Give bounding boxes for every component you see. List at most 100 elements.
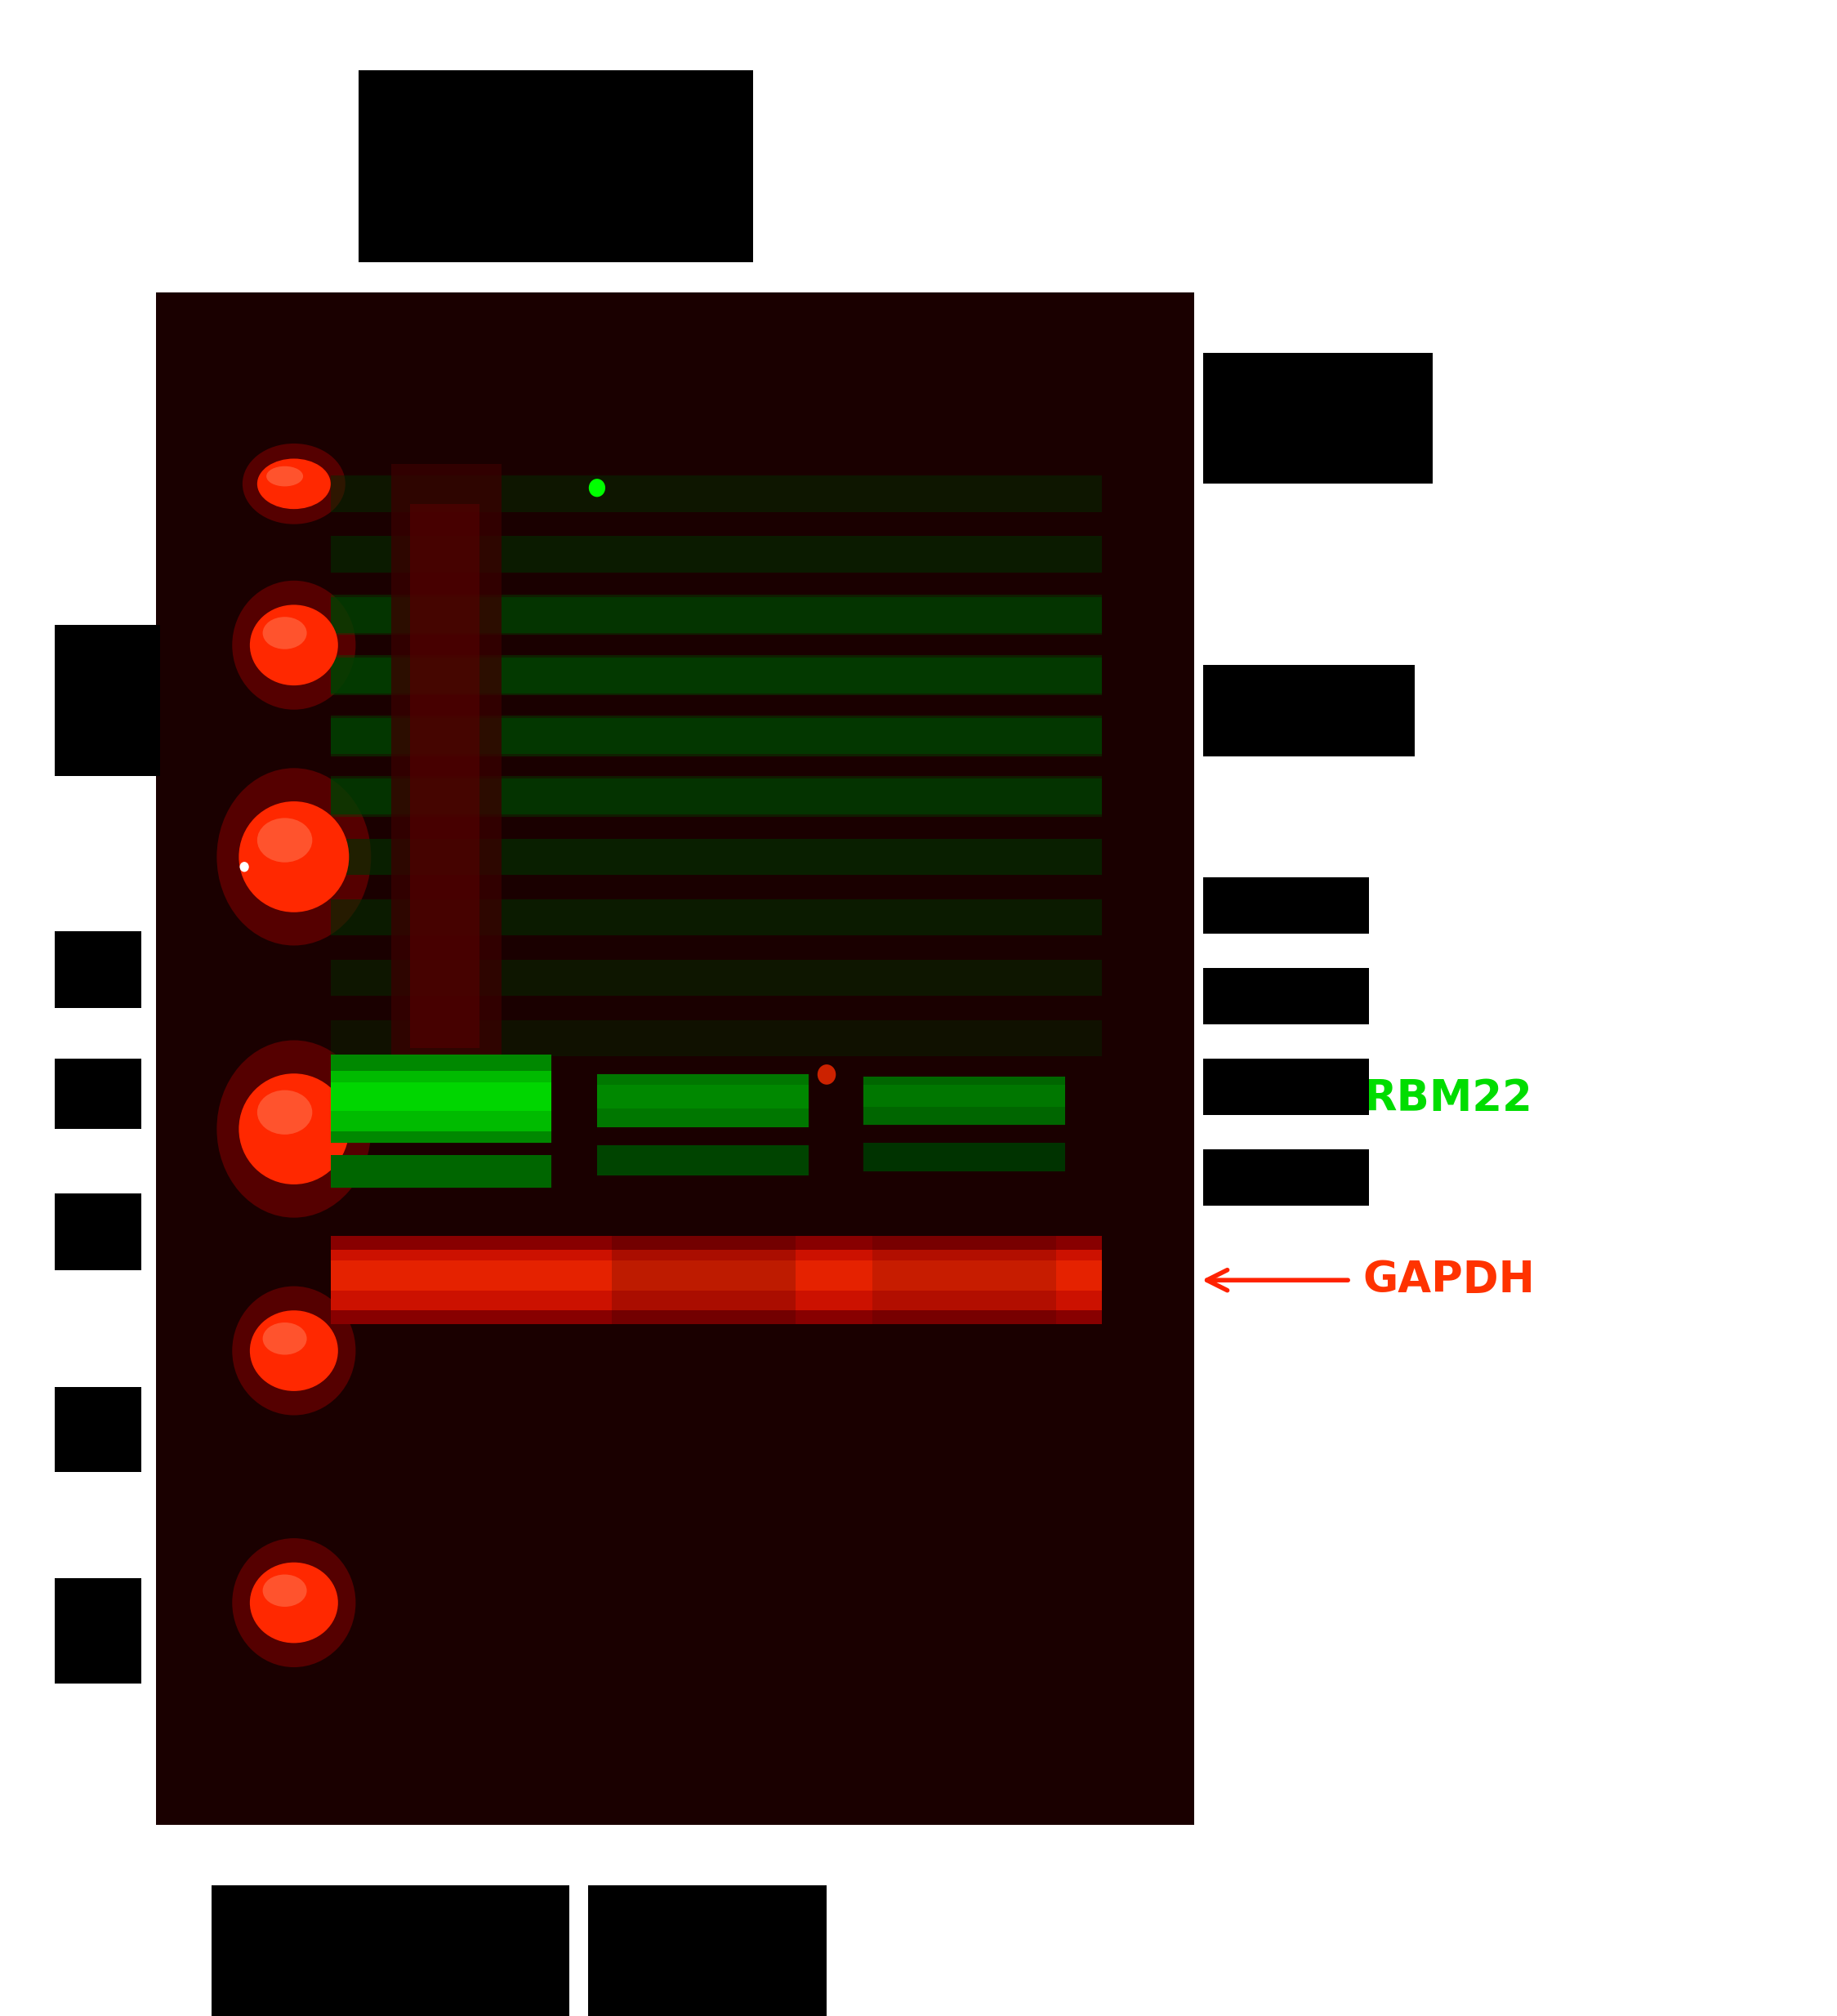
Ellipse shape [250,1310,338,1391]
Bar [156,395,1194,446]
Bar [55,1058,141,1129]
Bar [331,1155,551,1187]
Ellipse shape [257,818,312,863]
Ellipse shape [263,617,307,649]
Bar [358,71,753,262]
Bar [331,899,1102,935]
Bar [1203,1149,1369,1206]
Bar [1203,1058,1369,1115]
Bar [156,1568,1194,1621]
Ellipse shape [588,478,606,498]
Bar [156,1621,1194,1671]
Text: RBM22: RBM22 [1363,1077,1532,1121]
Bar [156,1415,1194,1468]
Bar [156,1262,1194,1314]
Bar [156,1109,1194,1161]
Bar [156,292,1194,1824]
Bar [331,778,1102,814]
Ellipse shape [217,768,371,946]
Bar [55,1579,141,1683]
Bar [331,839,1102,875]
Ellipse shape [263,1574,307,1607]
Ellipse shape [217,1040,371,1218]
Bar [597,1145,808,1175]
Ellipse shape [250,1562,338,1643]
Ellipse shape [257,460,331,508]
Bar [331,597,1102,633]
Bar [156,1518,1194,1568]
Bar [863,1077,1065,1125]
Bar [597,1085,808,1109]
Bar [331,718,1102,754]
Bar [156,1468,1194,1518]
Bar [331,716,1102,756]
Ellipse shape [231,581,356,710]
Bar [588,1885,827,2016]
Bar [156,292,1194,343]
Bar [156,548,1194,599]
Bar [156,649,1194,702]
Ellipse shape [239,863,250,873]
Bar [156,1008,1194,1058]
Ellipse shape [231,1286,356,1415]
Bar [156,1212,1194,1262]
Bar [331,1054,551,1143]
Bar [156,446,1194,496]
Bar [331,476,1102,512]
Bar [156,1314,1194,1365]
Bar [612,1236,795,1325]
Bar [331,595,1102,635]
Bar [331,1020,1102,1056]
Ellipse shape [250,605,338,685]
Bar [597,1075,808,1127]
Ellipse shape [266,466,303,486]
Ellipse shape [257,1091,312,1135]
Bar [410,504,479,1048]
Bar [156,496,1194,548]
Ellipse shape [239,1073,349,1183]
Bar [156,599,1194,649]
Bar [331,1250,1102,1310]
Ellipse shape [242,444,345,524]
Bar [156,1161,1194,1212]
Bar [156,956,1194,1008]
Bar [331,776,1102,816]
Bar [55,931,141,1008]
Bar [55,625,160,776]
Bar [331,536,1102,573]
Ellipse shape [231,1538,356,1667]
Bar [331,1260,1102,1290]
Bar [211,1885,569,2016]
Bar [156,1671,1194,1722]
Bar [331,1236,1102,1325]
Bar [331,1070,551,1131]
Ellipse shape [263,1322,307,1355]
Bar [156,1365,1194,1415]
Bar [1203,665,1414,756]
Ellipse shape [817,1064,836,1085]
Bar [331,655,1102,696]
Bar [55,1193,141,1270]
Bar [331,960,1102,996]
Bar [156,702,1194,752]
Bar [156,1058,1194,1109]
Bar [156,802,1194,855]
Bar [331,1083,551,1111]
Bar [156,1774,1194,1824]
Text: GAPDH: GAPDH [1363,1258,1536,1302]
Bar [156,343,1194,395]
Bar [156,1722,1194,1774]
Bar [156,905,1194,956]
Bar [1203,353,1433,484]
Bar [55,1387,141,1472]
Ellipse shape [239,802,349,911]
Bar [331,657,1102,694]
Bar [156,855,1194,905]
Bar [873,1236,1056,1325]
Bar [156,752,1194,802]
Bar [863,1143,1065,1171]
Bar [391,464,502,1068]
Bar [1203,968,1369,1024]
Bar [1203,877,1369,933]
Bar [863,1085,1065,1107]
